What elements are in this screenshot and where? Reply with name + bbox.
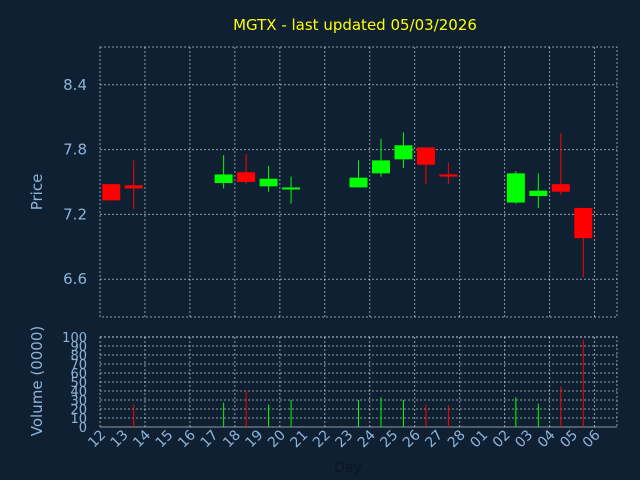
volume-tick-label: 0 [79,421,87,436]
price-tick-label: 7.8 [63,141,87,159]
volume-tick-label: 70 [70,358,87,373]
volume-tick-label: 40 [70,385,87,400]
price-axis-ticks: 6.6 7.2 7.8 8.4 [63,76,87,288]
candle-body [282,187,301,190]
x-axis-label: Day [334,460,362,476]
volume-tick-label: 100 [62,331,87,346]
volume-tick-label: 90 [70,340,87,355]
candle-body [416,147,435,165]
price-frame [99,46,618,318]
volume-axis-label: Volume (0000) [28,326,46,436]
candle-body [529,190,548,197]
price-tick-label: 6.6 [63,270,87,288]
candle-body [574,207,593,239]
volume-tick-label: 10 [70,412,87,427]
candle-body [237,172,256,182]
volume-tick-label: 50 [70,376,87,391]
price-axis-label: Price [28,174,46,211]
volume-tick-label: 80 [70,349,87,364]
candle-body [259,178,278,187]
candle-body [394,145,413,160]
candle-body [551,184,570,192]
candlestick-series [102,132,593,278]
price-tick-label: 7.2 [63,205,87,223]
candle-body [124,185,143,189]
volume-tick-label: 30 [70,394,87,409]
volume-series [133,339,584,427]
price-grid [99,46,618,318]
candle-body [349,177,368,188]
volume-tick-label: 20 [70,403,87,418]
x-axis-ticks: 1213141516171819202122232425262728010203… [85,427,603,451]
candle-body [371,160,390,174]
volume-tick-label: 60 [70,367,87,382]
candle-body [506,173,525,203]
candle-body [102,184,121,201]
price-tick-label: 8.4 [63,76,87,94]
candle-body [214,174,233,184]
candle-body [439,174,458,177]
chart-title: MGTX - last updated 05/03/2026 [233,16,477,34]
